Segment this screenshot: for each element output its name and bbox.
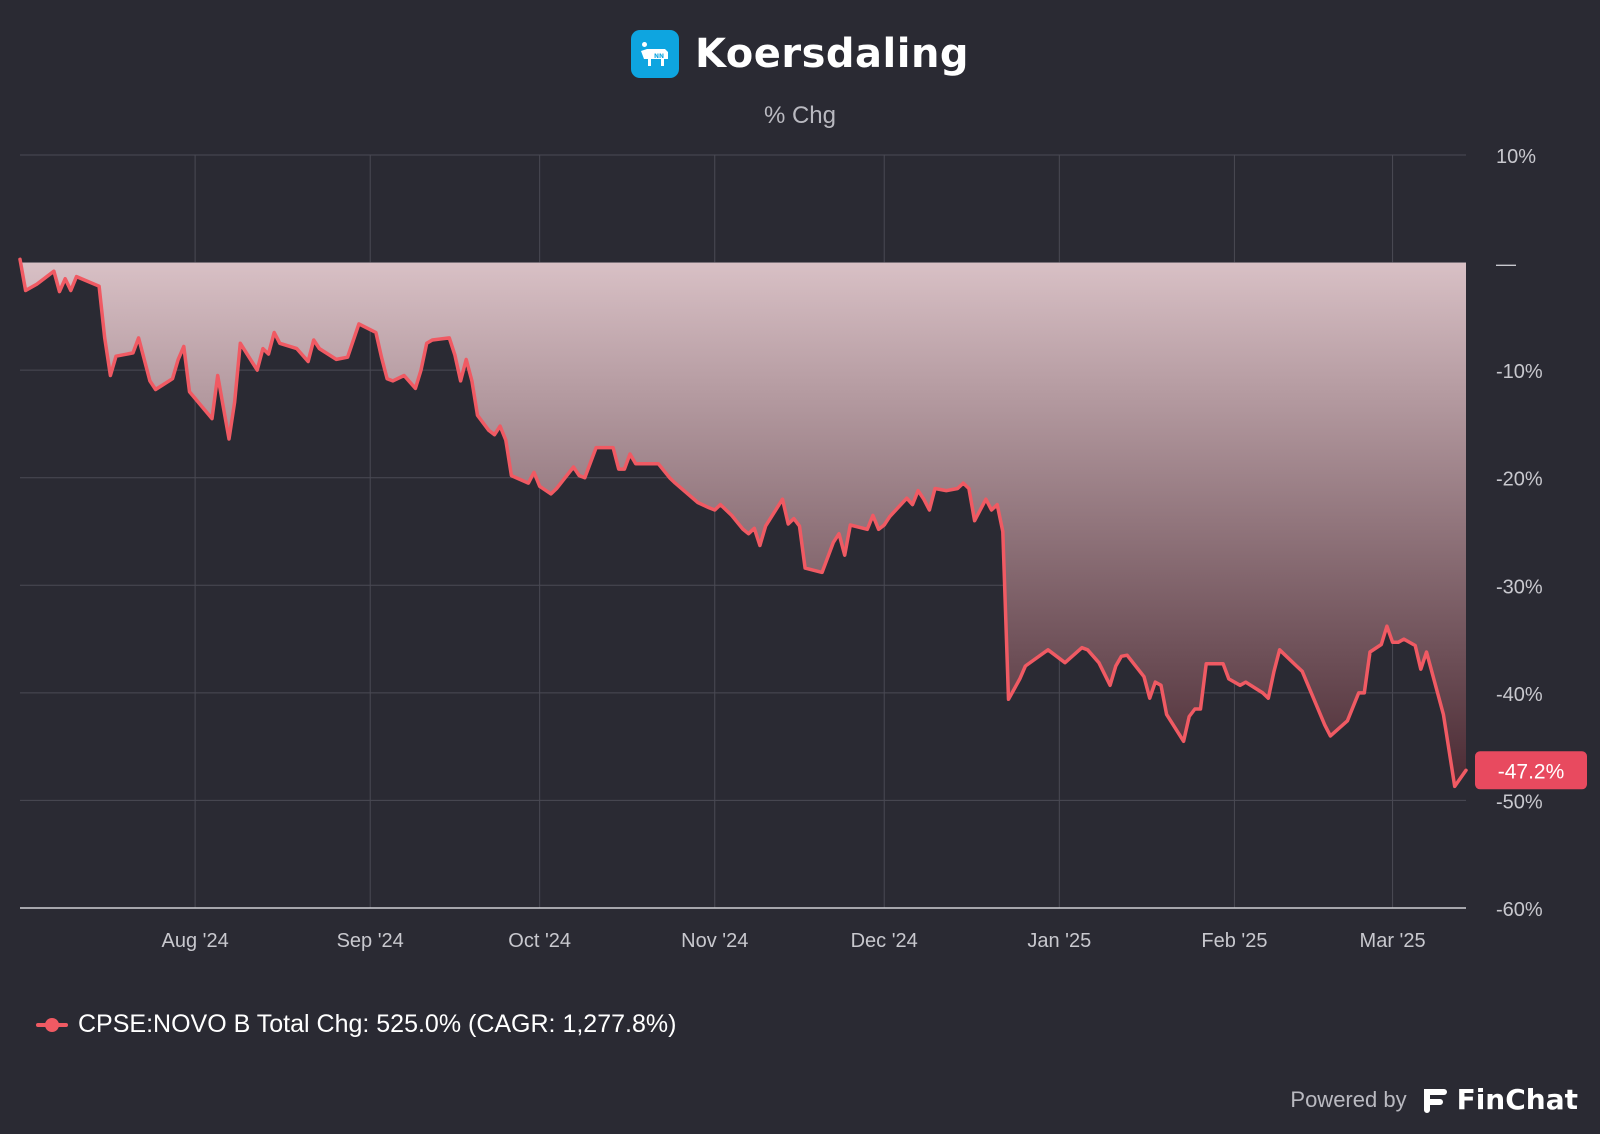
svg-text:NN: NN (654, 53, 664, 60)
x-tick-label: Dec '24 (851, 930, 918, 952)
legend[interactable]: CPSE:NOVO B Total Chg: 525.0% (CAGR: 1,2… (36, 1010, 676, 1039)
finchat-brand-name: FinChat (1456, 1083, 1578, 1116)
series-line (18, 257, 1468, 789)
finchat-brand[interactable]: FinChat (1419, 1083, 1578, 1116)
area-fill (20, 259, 1466, 787)
y-tick-label: -50% (1496, 791, 1543, 813)
y-tick-label: -60% (1496, 899, 1543, 921)
x-tick-label: Nov '24 (681, 930, 748, 952)
x-tick-label: Mar '25 (1360, 930, 1426, 952)
x-tick-label: Oct '24 (508, 930, 571, 952)
x-tick-label: Sep '24 (337, 930, 404, 952)
series-line-novo-b (18, 257, 1468, 789)
x-tick-label: Feb '25 (1201, 930, 1267, 952)
y-tick-label: -40% (1496, 684, 1543, 706)
legend-series-marker-icon (36, 1017, 68, 1032)
chart-subtitle: % Chg (763, 102, 837, 129)
last-value-badge: -47.2% (1475, 751, 1587, 790)
powered-by-text: Powered by (1290, 1086, 1407, 1112)
chart-header: NN Koersdaling (0, 30, 1600, 78)
legend-label: CPSE:NOVO B Total Chg: 525.0% (CAGR: 1,2… (78, 1010, 677, 1038)
x-tick-label: Jan '25 (1027, 930, 1091, 952)
y-tick-label: -20% (1496, 469, 1543, 491)
last-value-label: -47.2% (1498, 760, 1565, 783)
finchat-logo-icon (1423, 1088, 1447, 1113)
y-tick-label: — (1496, 254, 1516, 276)
powered-by[interactable]: Powered by FinChat (1290, 1083, 1578, 1116)
y-tick-label: -10% (1496, 361, 1543, 383)
novo-nordisk-logo-icon: NN (630, 30, 679, 78)
y-tick-label: 10% (1496, 146, 1536, 168)
x-tick-label: Aug '24 (161, 930, 228, 952)
y-tick-label: -30% (1496, 576, 1543, 598)
price-change-chart: 10% — -10% -20% -30% -40% -50% -60% Aug '24 Sep '… (18, 146, 1587, 952)
axes: 10% — -10% -20% -30% -40% -50% -60% Aug '24 Sep '… (20, 146, 1543, 952)
last-value-badge-bg (1475, 751, 1587, 790)
area-fill-path (20, 259, 1466, 787)
chart-title: Koersdaling (694, 31, 970, 77)
